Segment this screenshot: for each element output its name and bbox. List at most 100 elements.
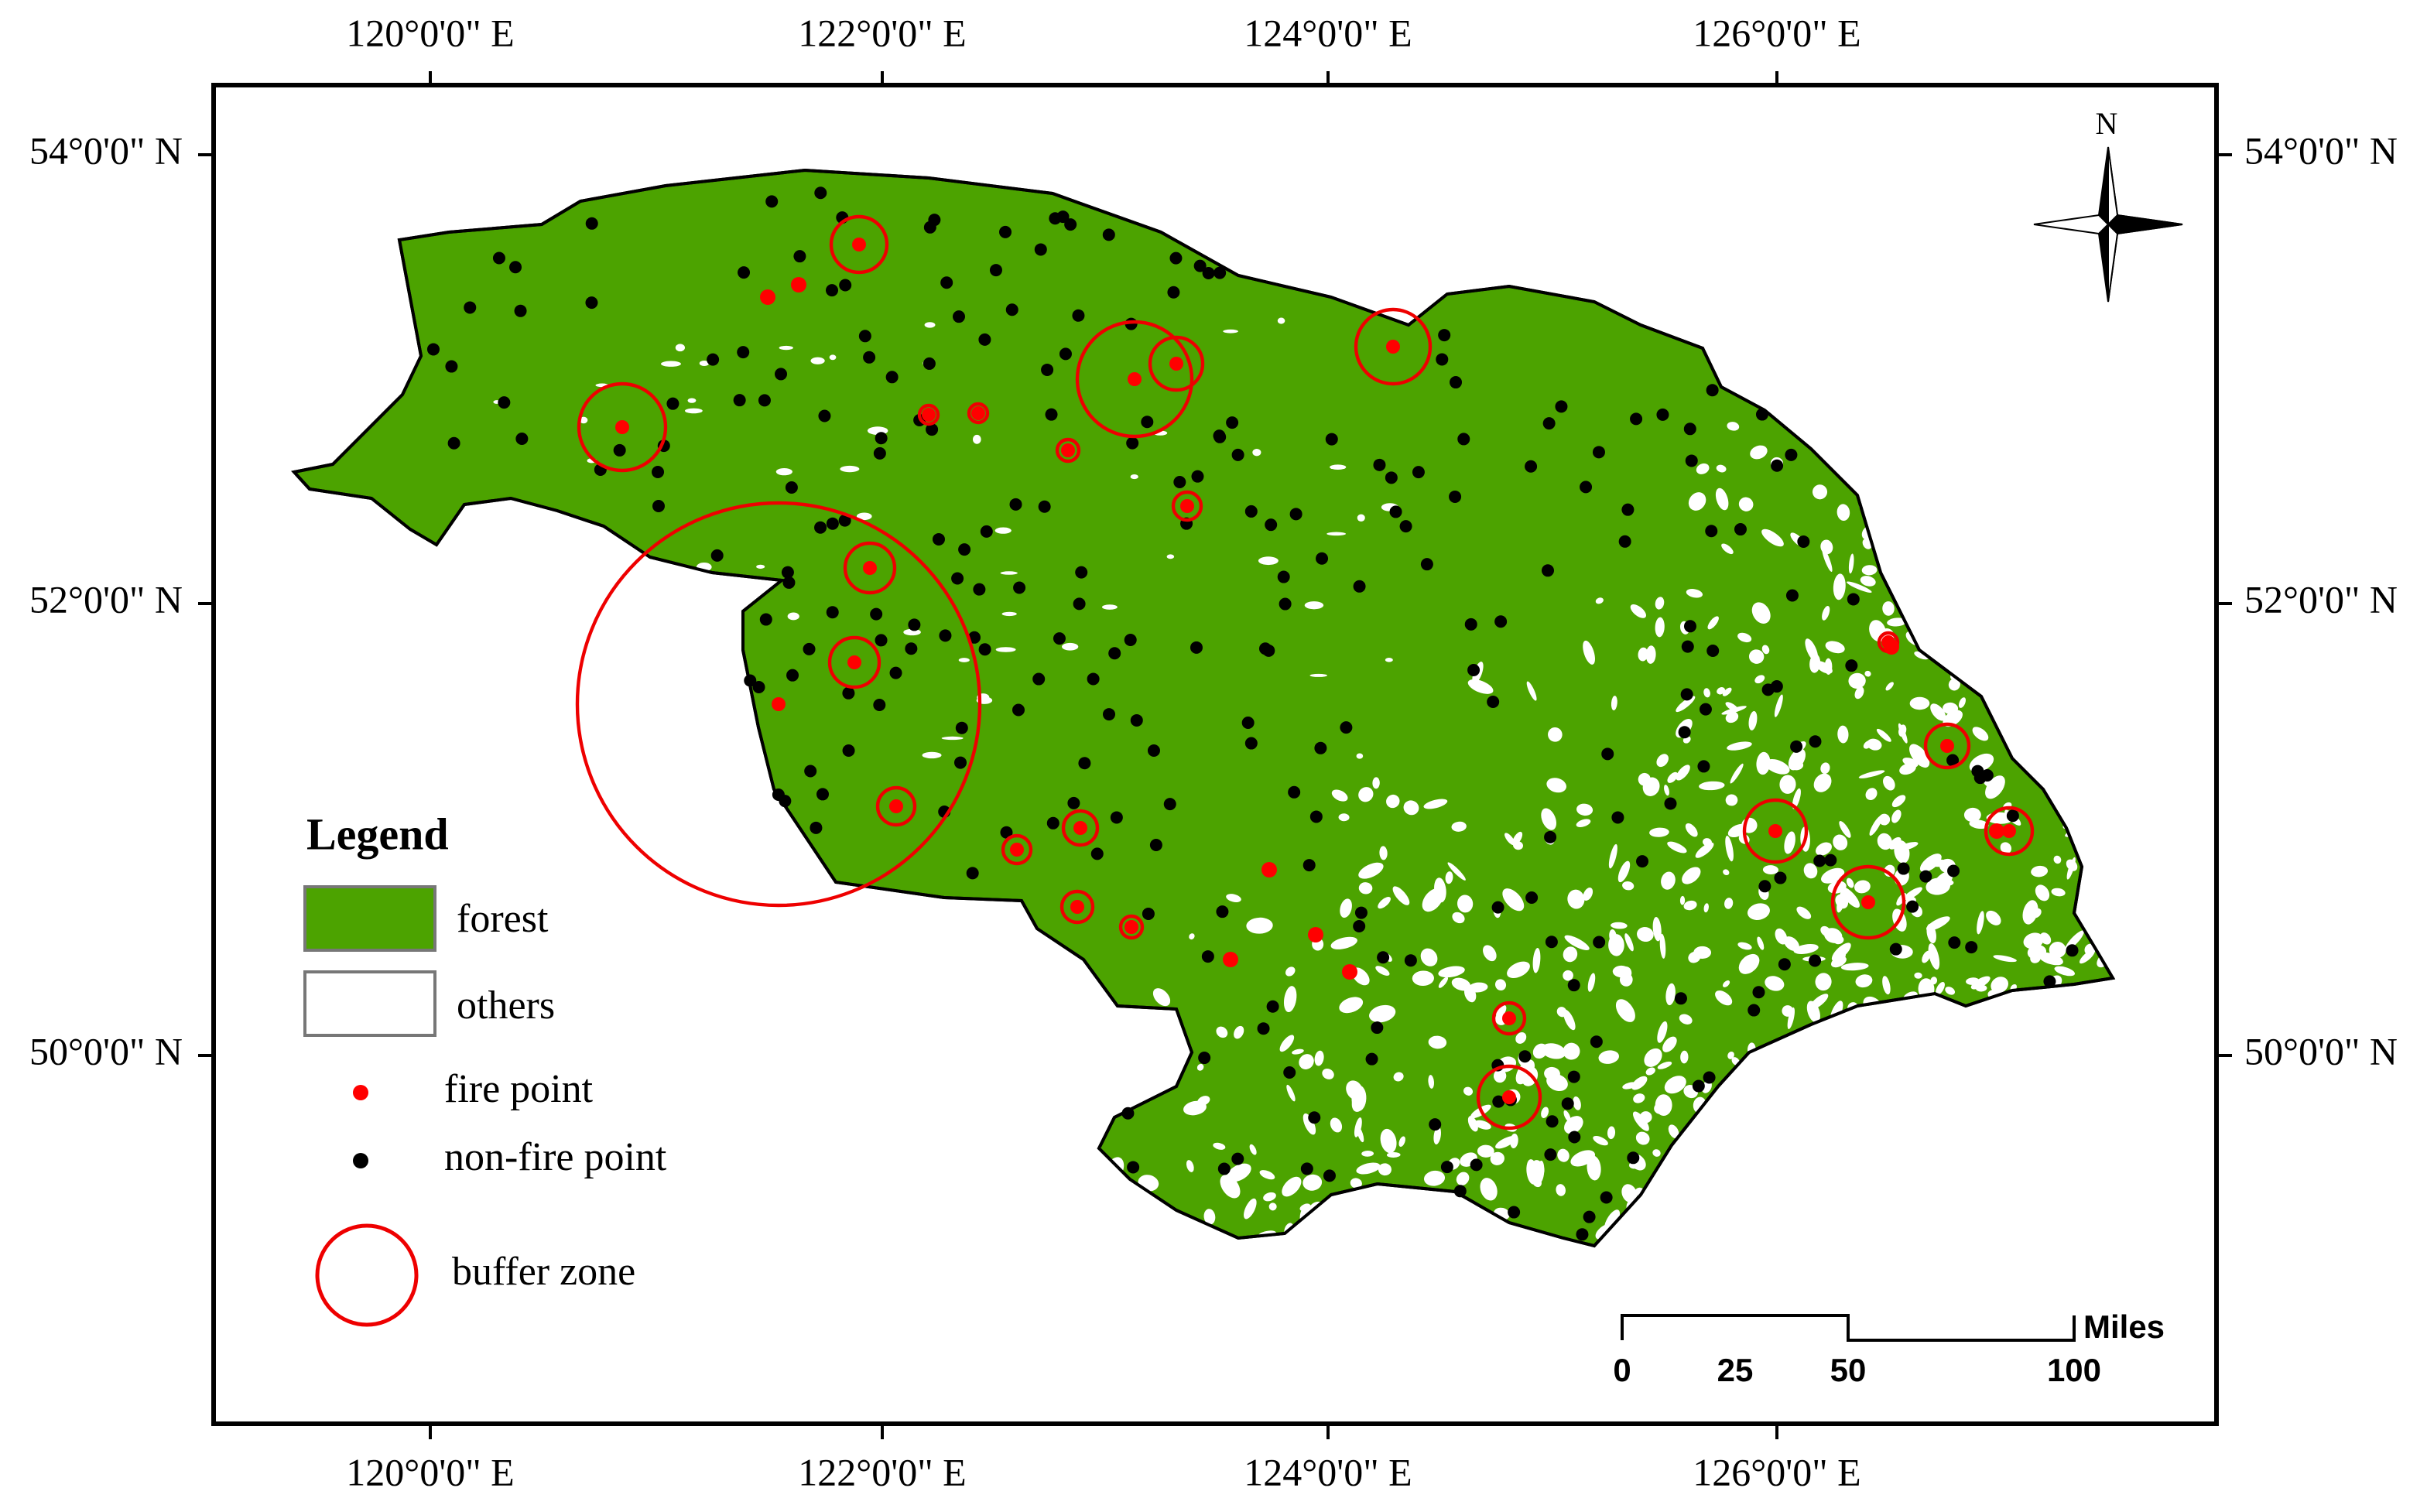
others-patch <box>1784 831 1795 854</box>
non-fire-point <box>1590 1035 1603 1048</box>
non-fire-point <box>1809 954 1822 967</box>
non-fire-point <box>1142 907 1155 920</box>
others-patch <box>1541 1043 1566 1059</box>
others-patch <box>1216 1026 1228 1038</box>
others-patch <box>1196 1063 1204 1071</box>
others-patch <box>1583 640 1595 665</box>
non-fire-point <box>1241 716 1255 729</box>
others-patch <box>2079 949 2095 964</box>
non-fire-point <box>989 264 1002 277</box>
non-fire-point <box>1965 941 1978 954</box>
non-fire-point <box>858 330 871 343</box>
non-fire-point <box>1797 535 1810 548</box>
others-patch <box>1812 484 1828 500</box>
others-patch <box>1679 1014 1693 1025</box>
others-patch <box>1793 943 1819 954</box>
non-fire-point <box>1013 581 1026 594</box>
others-patch <box>1062 642 1079 651</box>
others-patch <box>1263 1192 1276 1202</box>
others-patch <box>1322 1068 1334 1079</box>
non-fire-point <box>1325 433 1338 446</box>
non-fire-point <box>1790 740 1803 753</box>
non-fire-point <box>1636 855 1649 868</box>
others-patch <box>1657 1061 1672 1069</box>
non-fire-point <box>1309 810 1323 823</box>
others-patch <box>1467 1116 1478 1132</box>
others-patch <box>1748 649 1765 664</box>
others-patch <box>1563 1042 1580 1060</box>
buffer-zone <box>917 403 940 426</box>
non-fire-point <box>1163 798 1176 811</box>
non-fire-point <box>1041 363 1054 376</box>
others-patch <box>1652 1149 1661 1157</box>
non-fire-point <box>842 686 855 700</box>
others-patch <box>1816 842 1832 856</box>
legend-symbol <box>315 1223 419 1327</box>
others-patch <box>1930 859 1948 867</box>
non-fire-point <box>1568 1131 1581 1144</box>
others-patch <box>1815 973 1832 991</box>
others-patch <box>1309 673 1328 677</box>
others-patch <box>1622 881 1635 891</box>
buffer-zone <box>1118 914 1145 940</box>
scale-label: 50 <box>1830 1352 1867 1388</box>
non-fire-point <box>1692 1079 1705 1093</box>
non-fire-point <box>1005 303 1018 316</box>
non-fire-point <box>1126 436 1139 450</box>
buffer-zone <box>1354 307 1433 386</box>
others-patch <box>1608 934 1624 956</box>
fire-point <box>1502 1011 1516 1025</box>
others-patch <box>1715 487 1729 511</box>
others-patch <box>1001 611 1017 617</box>
others-patch <box>1972 727 1989 741</box>
legend-label: buffer zone <box>452 1250 635 1294</box>
others-patch <box>1837 725 1849 744</box>
non-fire-point <box>1889 942 1902 956</box>
others-patch <box>1303 1113 1316 1135</box>
others-patch <box>1863 740 1873 749</box>
others-patch <box>1544 1066 1560 1081</box>
others-patch <box>1186 1160 1194 1172</box>
others-patch <box>1791 761 1804 771</box>
others-patch <box>1152 988 1171 1007</box>
non-fire-point <box>999 225 1012 238</box>
others-patch <box>1249 1144 1257 1155</box>
buffer-zone <box>967 402 990 425</box>
non-fire-point <box>1231 448 1244 461</box>
non-fire-point <box>838 514 851 527</box>
others-patch <box>1412 970 1434 987</box>
non-fire-point <box>1078 757 1091 770</box>
non-fire-point <box>2043 975 2056 988</box>
graticule-ticks <box>198 71 2232 1439</box>
others-patch <box>1480 1178 1498 1201</box>
others-patch <box>1969 819 1989 830</box>
lon-label: 122°0'0" E <box>798 11 966 54</box>
others-patch <box>1564 1116 1583 1134</box>
fire-point <box>863 561 877 575</box>
non-fire-point <box>1127 1161 1140 1174</box>
others-patch <box>1665 983 1676 1006</box>
others-patch <box>1809 654 1821 673</box>
others-patch <box>1655 617 1665 638</box>
buffer-zone <box>1061 809 1100 847</box>
non-fire-point <box>737 346 750 359</box>
fire-point <box>1128 372 1142 386</box>
fire-point <box>847 655 861 669</box>
non-fire-point <box>1824 853 1837 867</box>
others-patch <box>1721 543 1734 555</box>
non-fire-point <box>1087 672 1100 686</box>
others-patch <box>840 465 860 473</box>
others-patch <box>1839 821 1851 838</box>
others-patch <box>1451 821 1467 832</box>
others-patch <box>1583 888 1593 901</box>
others-patch <box>1354 1117 1362 1137</box>
others-patch <box>1682 867 1701 884</box>
others-patch <box>2035 884 2050 901</box>
others-patch <box>1877 833 1892 850</box>
others-patch <box>1468 982 1488 993</box>
others-patch <box>1730 763 1744 784</box>
non-fire-point <box>1683 422 1696 436</box>
others-patch <box>2031 865 2049 877</box>
others-patch <box>1339 997 1364 1014</box>
non-fire-point <box>1567 1070 1580 1083</box>
